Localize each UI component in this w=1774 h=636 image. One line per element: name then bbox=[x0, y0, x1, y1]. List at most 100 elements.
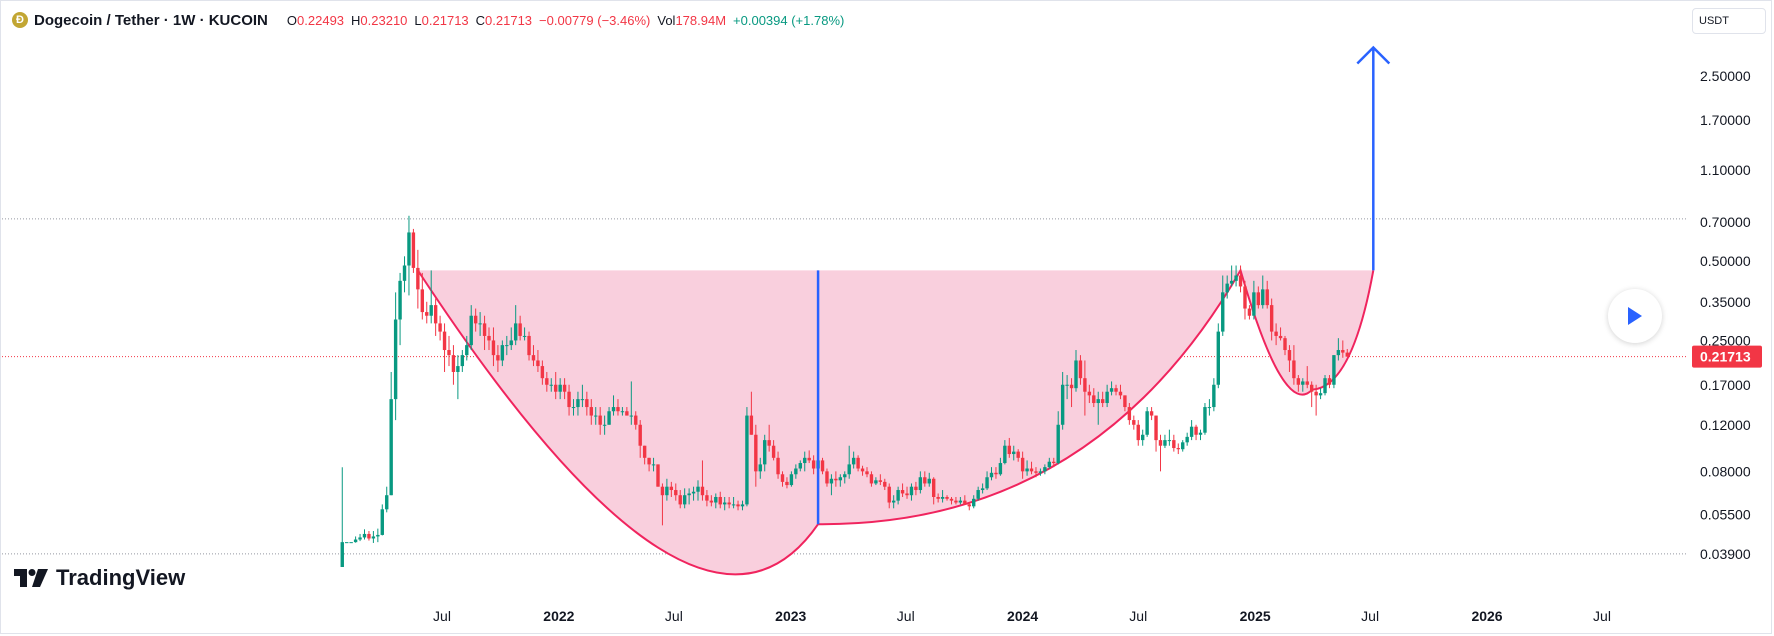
candle-body bbox=[1265, 289, 1269, 306]
candle-body bbox=[393, 319, 398, 400]
candle-body bbox=[598, 415, 602, 425]
candle-body bbox=[909, 486, 914, 496]
candle-body bbox=[1145, 411, 1149, 435]
tradingview-logo[interactable]: TradingView bbox=[14, 565, 185, 591]
candle-body bbox=[1181, 442, 1185, 450]
open-label: O bbox=[286, 12, 298, 28]
candle-body bbox=[1025, 468, 1029, 472]
candle-body bbox=[1092, 395, 1096, 404]
candle-body bbox=[754, 434, 758, 472]
candle-body bbox=[416, 267, 420, 290]
candle-body bbox=[1069, 384, 1074, 389]
candle-body bbox=[740, 504, 745, 507]
candle-body bbox=[665, 486, 669, 496]
y-tick-label: 0.05500 bbox=[1700, 506, 1751, 522]
candle-body bbox=[874, 480, 878, 484]
x-tick-label: 2026 bbox=[1471, 608, 1502, 624]
x-tick-label: Jul bbox=[1129, 608, 1147, 624]
candle-body bbox=[1052, 461, 1056, 464]
candle-body bbox=[963, 500, 967, 505]
candle-body bbox=[1189, 426, 1194, 437]
candle-body bbox=[767, 440, 771, 446]
x-tick-label: 2025 bbox=[1240, 608, 1271, 624]
dogecoin-icon[interactable]: Ð bbox=[12, 12, 28, 28]
candle-body bbox=[629, 415, 634, 417]
candle-body bbox=[1096, 399, 1100, 404]
candle-body bbox=[385, 495, 389, 510]
candle-body bbox=[1012, 451, 1016, 455]
candle-body bbox=[1154, 415, 1158, 441]
candle-body bbox=[731, 504, 736, 506]
candle-body bbox=[656, 464, 660, 487]
candle-body bbox=[829, 478, 834, 484]
candle-body bbox=[456, 366, 460, 372]
candle-body bbox=[1114, 388, 1118, 392]
replay-button[interactable] bbox=[1608, 289, 1662, 343]
candle-body bbox=[1087, 391, 1092, 396]
candle-body bbox=[989, 472, 994, 478]
candle-body bbox=[718, 496, 722, 505]
candle-body bbox=[794, 468, 798, 475]
candle-body bbox=[976, 490, 980, 499]
candle-body bbox=[1056, 424, 1060, 464]
x-tick-label: 2023 bbox=[775, 608, 806, 624]
candle-body bbox=[949, 498, 954, 501]
candle-body bbox=[682, 495, 687, 505]
vol-change-value: +0.00394 (+1.78%) bbox=[733, 12, 845, 28]
candle-body bbox=[940, 496, 945, 499]
candle-body bbox=[825, 471, 829, 484]
candle-body bbox=[647, 457, 651, 465]
candle-body bbox=[1314, 391, 1318, 396]
close-value: 0.21713 bbox=[485, 12, 533, 28]
candle-body bbox=[771, 445, 776, 458]
candle-body bbox=[1034, 471, 1038, 473]
candle-body bbox=[1167, 440, 1172, 442]
candle-body bbox=[967, 504, 971, 507]
close-label: C bbox=[475, 12, 486, 28]
candle-body bbox=[380, 509, 384, 535]
candle-body bbox=[700, 486, 705, 496]
candle-body bbox=[425, 312, 429, 316]
candle-body bbox=[900, 490, 905, 494]
candle-body bbox=[500, 345, 505, 361]
candle-body bbox=[1105, 391, 1109, 404]
candle-body bbox=[491, 340, 496, 356]
x-tick-label: 2022 bbox=[543, 608, 574, 624]
tradingview-logo-icon bbox=[14, 569, 48, 587]
x-tick-label: Jul bbox=[897, 608, 915, 624]
candle-body bbox=[1127, 407, 1132, 421]
candle-body bbox=[1172, 440, 1176, 449]
candle-body bbox=[972, 498, 976, 507]
candle-body bbox=[1003, 445, 1007, 464]
candle-body bbox=[589, 407, 593, 416]
y-tick-label: 0.12000 bbox=[1700, 417, 1751, 433]
candle-body bbox=[674, 490, 678, 496]
candle-body bbox=[1078, 360, 1083, 379]
candle-body bbox=[473, 315, 478, 324]
symbol-title[interactable]: Dogecoin / Tether · 1W · KUCOIN bbox=[34, 11, 268, 29]
low-value: 0.21713 bbox=[421, 12, 469, 28]
candle-body bbox=[1283, 338, 1287, 351]
currency-selector[interactable]: USDT bbox=[1692, 8, 1766, 34]
candle-body bbox=[371, 536, 376, 539]
candle-body bbox=[1060, 384, 1065, 425]
candle-body bbox=[509, 340, 513, 346]
candle-body bbox=[536, 360, 540, 367]
candle-body bbox=[838, 477, 843, 481]
candle-body bbox=[749, 415, 754, 435]
candlestick-series bbox=[340, 215, 1349, 567]
candle-body bbox=[1074, 360, 1078, 389]
candle-body bbox=[691, 491, 696, 494]
y-tick-label: 2.50000 bbox=[1700, 68, 1751, 84]
candle-body bbox=[820, 460, 825, 472]
candle-body bbox=[1016, 451, 1020, 458]
y-tick-label: 1.70000 bbox=[1700, 112, 1751, 128]
candle-body bbox=[776, 457, 780, 475]
candle-body bbox=[389, 399, 393, 496]
y-tick-label: 1.10000 bbox=[1700, 162, 1751, 178]
candle-body bbox=[660, 486, 665, 496]
candle-body bbox=[358, 537, 362, 540]
candle-body bbox=[851, 457, 856, 465]
y-tick-label: 0.50000 bbox=[1700, 253, 1751, 269]
